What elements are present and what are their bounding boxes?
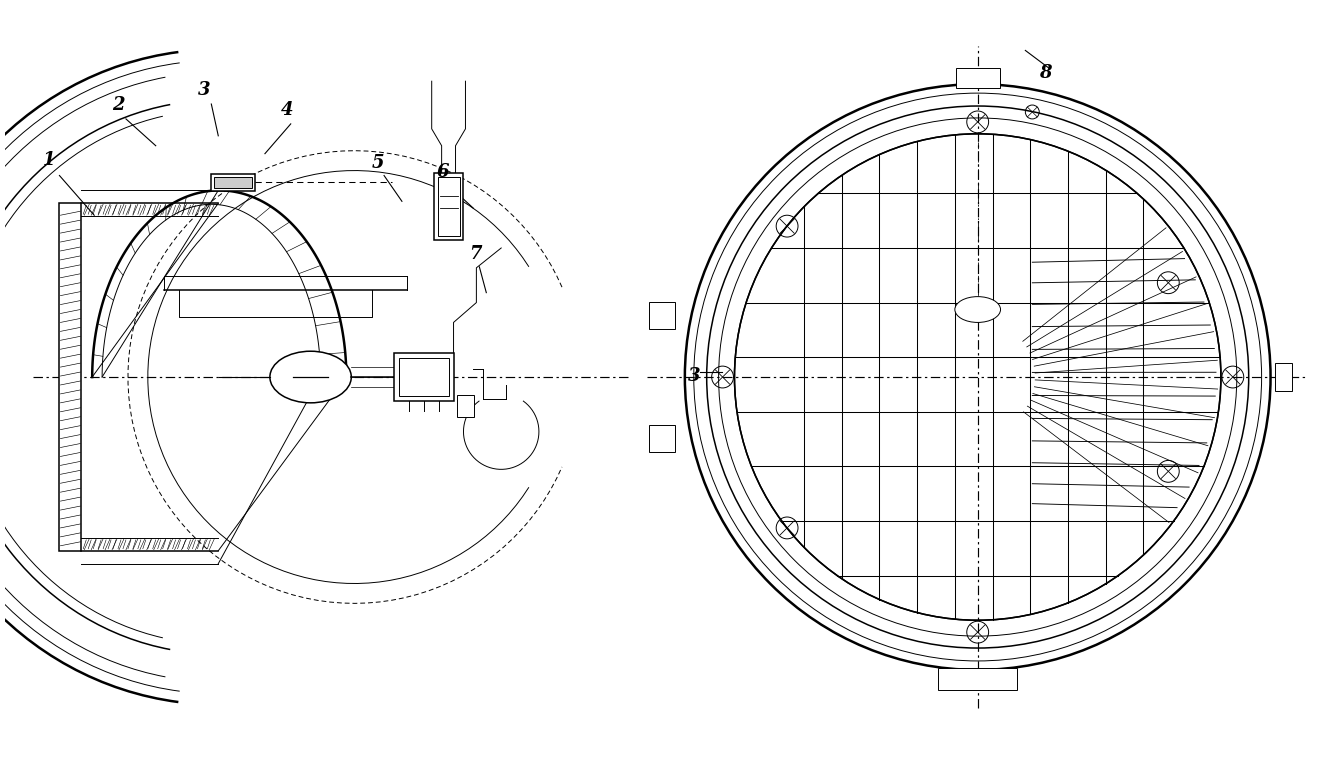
Bar (60, 203, 81, 551)
Text: 1: 1 (42, 151, 54, 168)
Text: 3: 3 (198, 81, 211, 99)
Bar (438, 177, 459, 236)
Text: 7: 7 (469, 245, 482, 263)
Ellipse shape (955, 296, 1000, 322)
Bar (211, 174, 255, 191)
Bar (649, 424, 675, 453)
Bar (214, 177, 252, 188)
Bar (938, 668, 1017, 690)
Bar (434, 172, 463, 240)
Bar (457, 395, 474, 417)
Bar (1275, 363, 1292, 391)
Bar (649, 302, 675, 329)
Text: 8: 8 (1040, 64, 1052, 82)
Text: 4: 4 (280, 101, 293, 119)
Text: 3: 3 (688, 367, 700, 385)
Bar (394, 354, 454, 401)
Bar (398, 358, 449, 396)
Ellipse shape (270, 351, 352, 403)
Bar (956, 69, 1000, 88)
Text: 5: 5 (372, 153, 385, 171)
Text: 2: 2 (112, 96, 125, 114)
Text: 6: 6 (437, 164, 449, 181)
